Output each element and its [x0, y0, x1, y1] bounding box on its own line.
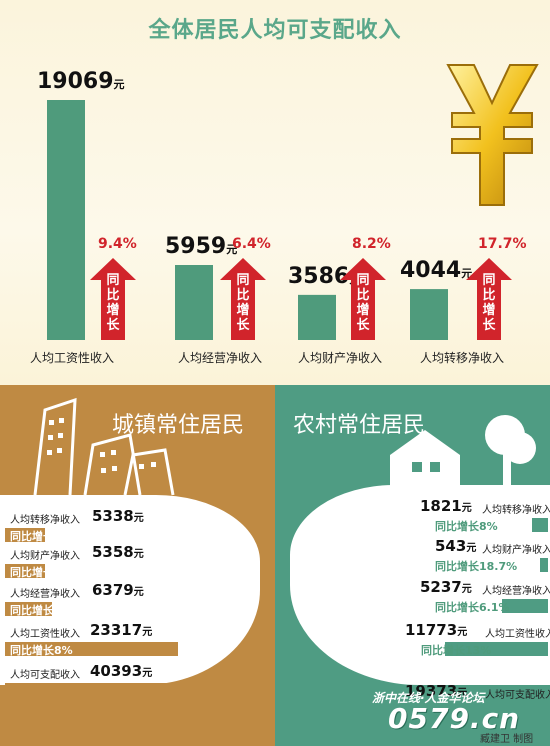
rural-item-label: 人均转移净收入 [482, 505, 550, 516]
unit-text: 元 [133, 587, 144, 598]
urban-item-growth: 同比增长6.4% [10, 604, 85, 617]
national-bar-3 [410, 289, 448, 340]
urban-item-label: 人均经营净收入 [10, 589, 80, 600]
yoy-arrow-char: 长 [482, 317, 496, 333]
yoy-arrow-char: 比 [482, 287, 495, 303]
rural-item-growth: 同比增长13% [421, 644, 492, 657]
urban-item-label: 人均财产净收入 [10, 551, 80, 562]
national-growth-3: 17.7% [478, 236, 527, 252]
watermark-logo: 0579.cn [388, 702, 521, 735]
national-bar-chart: 19069元9.4%同比增长人均工资性收入5959元6.4%同比增长人均经营净收… [30, 69, 527, 365]
yuan-coin-icon [446, 64, 539, 206]
rural-item-value: 11773元 [405, 621, 468, 639]
up-arrow-icon [90, 258, 136, 340]
unit-text: 元 [457, 627, 468, 638]
national-income-panel: 全体居民人均可支配收入 19069元 9.4% 同比增长人均工资性收入 5959元 6.… [0, 0, 550, 385]
up-arrow-icon [466, 258, 512, 340]
national-bar-0 [47, 100, 85, 340]
chart-title: 全体居民人均可支配收入 [148, 18, 402, 43]
rural-item-value: 19373元 [405, 682, 468, 700]
rural-item-growth: 同比增长6.1% [435, 601, 510, 614]
yoy-arrow-char: 长 [356, 317, 370, 333]
unit-text: 元 [142, 627, 153, 638]
urban-item-value: 5338元 [92, 507, 144, 525]
urban-item-label: 人均转移净收入 [10, 515, 80, 526]
yoy-arrow-char: 同 [356, 273, 369, 288]
rural-item-value: 543元 [435, 537, 477, 555]
up-arrow-icon [220, 258, 266, 340]
rural-panel: 农村常住居民 1821元 人均转移净收入同比增长8% 543元 人均财产净收入同比增长… [275, 385, 550, 746]
up-arrow-icon [340, 258, 386, 340]
urban-title: 城镇常住居民 [112, 413, 245, 438]
rural-item-growth: 同比增长8% [435, 520, 498, 533]
yoy-arrow-char: 长 [106, 317, 120, 333]
urban-item-growth: 同比增长19.3% [10, 530, 93, 543]
rural-item-value: 5237元 [420, 578, 472, 596]
yoy-arrow-char: 增 [236, 302, 249, 318]
national-growth-0: 9.4% [98, 236, 137, 252]
rural-item-label: 人均工资性收入 [485, 629, 550, 640]
urban-item-value: 5358元 [92, 543, 144, 561]
unit-text: 元 [461, 503, 472, 514]
national-growth-2: 8.2% [352, 236, 391, 252]
unit-text: 元 [133, 513, 144, 524]
credit-text: 臧建卫 制图 [480, 734, 534, 745]
watermark-text: 浙中在线·人金华论坛 [372, 691, 485, 705]
rural-bar [532, 518, 548, 532]
rural-bar [378, 703, 548, 717]
urban-item-label: 人均可支配收入 [10, 670, 80, 681]
urban-bar [5, 642, 179, 656]
national-category-label-2: 人均财产净收入 [298, 351, 382, 365]
yoy-arrow-char: 比 [356, 287, 369, 303]
national-category-label-3: 人均转移净收入 [420, 350, 504, 365]
urban-item-growth: 同比增长6.9% [10, 566, 85, 579]
yoy-arrow-char: 同 [482, 273, 495, 288]
yoy-arrow-char: 增 [106, 302, 119, 318]
city-buildings-icon [33, 397, 175, 496]
unit-text: 元 [142, 668, 153, 679]
urban-item-value: 6379元 [92, 581, 144, 599]
yoy-arrow-char: 同 [236, 273, 249, 288]
rural-bar [444, 642, 548, 656]
national-bar-2 [298, 294, 336, 340]
yoy-arrow-char: 长 [236, 317, 250, 333]
urban-item-value: 23317元 [90, 621, 153, 639]
urban-item-growth: 同比增长8% [10, 644, 73, 657]
national-bar-1 [175, 265, 213, 340]
yoy-arrow-char: 增 [482, 302, 495, 318]
urban-bar [5, 528, 45, 542]
yoy-arrow-char: 比 [236, 287, 249, 303]
rural-item-label: 人均可支配收入 [485, 690, 550, 701]
unit-text: 元 [457, 688, 468, 699]
national-category-label-0: 人均工资性收入 [30, 351, 114, 365]
rural-item-growth: 同比增长18.7% [435, 560, 518, 573]
urban-bar [5, 683, 305, 697]
urban-panel: 城镇常住居民 人均转移净收入 5338元同比增长19.3% 人均财产净收入 5358元… [0, 385, 305, 746]
unit-text: 元 [466, 543, 477, 554]
rural-bar [502, 599, 548, 613]
urban-item-label: 人均工资性收入 [10, 629, 80, 640]
rural-title: 农村常住居民 [293, 413, 426, 438]
yoy-arrow-char: 同 [106, 273, 119, 288]
rural-bar [540, 558, 548, 572]
national-category-label-1: 人均经营净收入 [178, 351, 262, 365]
urban-bar [5, 602, 53, 616]
national-value-label-1: 5959元 [165, 234, 237, 259]
national-value-label-0: 19069元 [37, 69, 125, 94]
urban-bar [5, 564, 45, 578]
yoy-arrow-char: 增 [356, 302, 369, 318]
rural-item-label: 人均财产净收入 [482, 545, 550, 556]
national-growth-1: 6.4% [232, 236, 271, 252]
rural-item-value: 1821元 [420, 497, 472, 515]
house-tree-icon [390, 415, 536, 495]
national-value-label-3: 4044元 [400, 258, 472, 283]
yoy-arrow-char: 比 [106, 287, 119, 303]
unit-text: 元 [461, 584, 472, 595]
urban-item-value: 40393元 [90, 662, 153, 680]
rural-item-label: 人均经营净收入 [482, 586, 550, 597]
unit-text: 元 [133, 549, 144, 560]
